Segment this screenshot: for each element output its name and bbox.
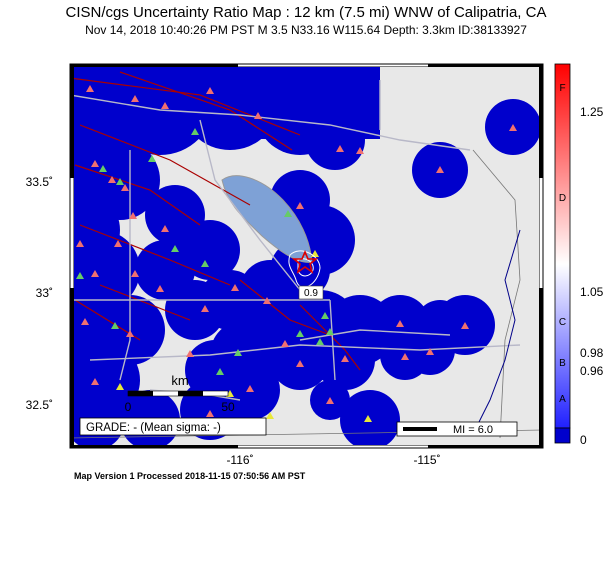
colorbar-letter-c: C: [559, 317, 566, 328]
frame-tick-gaps: [70, 64, 543, 448]
lat-label-33-5: 33.5˚: [26, 175, 53, 189]
scale-tick-50: 50: [221, 400, 235, 414]
colorbar-value-1-05: 1.05: [580, 285, 604, 299]
scale-bar: km 0 50: [125, 373, 235, 414]
lat-label-32-5: 32.5˚: [26, 398, 53, 412]
epicenter-star-icon: [291, 249, 319, 274]
mi-legend-box: [396, 421, 518, 437]
contour-label-box: [298, 285, 324, 300]
map-area: 0.9 km 0 50 GRADE: - (Mean sigma: -) MI …: [70, 64, 543, 448]
lat-label-33: 33˚: [36, 286, 53, 300]
grade-box: [79, 417, 267, 436]
colorbar-letter-a: A: [559, 394, 566, 405]
map-title: CISN/cgs Uncertainty Ratio Map : 12 km (…: [65, 4, 547, 21]
event-info: Nov 14, 2018 10:40:26 PM PST M 3.5 N33.1…: [85, 23, 527, 37]
colorbar-letter-f: F: [559, 83, 565, 94]
colorbar-letter-b: B: [559, 358, 566, 369]
river: [474, 229, 521, 431]
lon-label-116: -116˚: [226, 453, 253, 467]
mi-legend-line: [403, 427, 437, 431]
scale-unit-label: km: [171, 373, 188, 388]
colorbar-value-1-25: 1.25: [580, 105, 604, 119]
mi-legend-label: MI = 6.0: [453, 424, 493, 436]
colorbar: F D C B A 1.25 1.05 0.98 0.96 0: [554, 63, 604, 447]
colorbar-letter-d: D: [559, 193, 566, 204]
fault-lines: [70, 71, 361, 371]
colorbar-value-0: 0: [580, 433, 587, 447]
colorbar-value-0-96: 0.96: [580, 364, 604, 378]
scale-tick-0: 0: [125, 400, 132, 414]
roads: [70, 80, 521, 401]
map-footer: Map Version 1 Processed 2018-11-15 07:50…: [74, 471, 306, 481]
grade-text: GRADE: - (Mean sigma: -): [86, 422, 221, 434]
lon-label-115: -115˚: [413, 453, 440, 467]
contour-label: 0.9: [304, 288, 318, 299]
colorbar-value-0-98: 0.98: [580, 346, 604, 360]
